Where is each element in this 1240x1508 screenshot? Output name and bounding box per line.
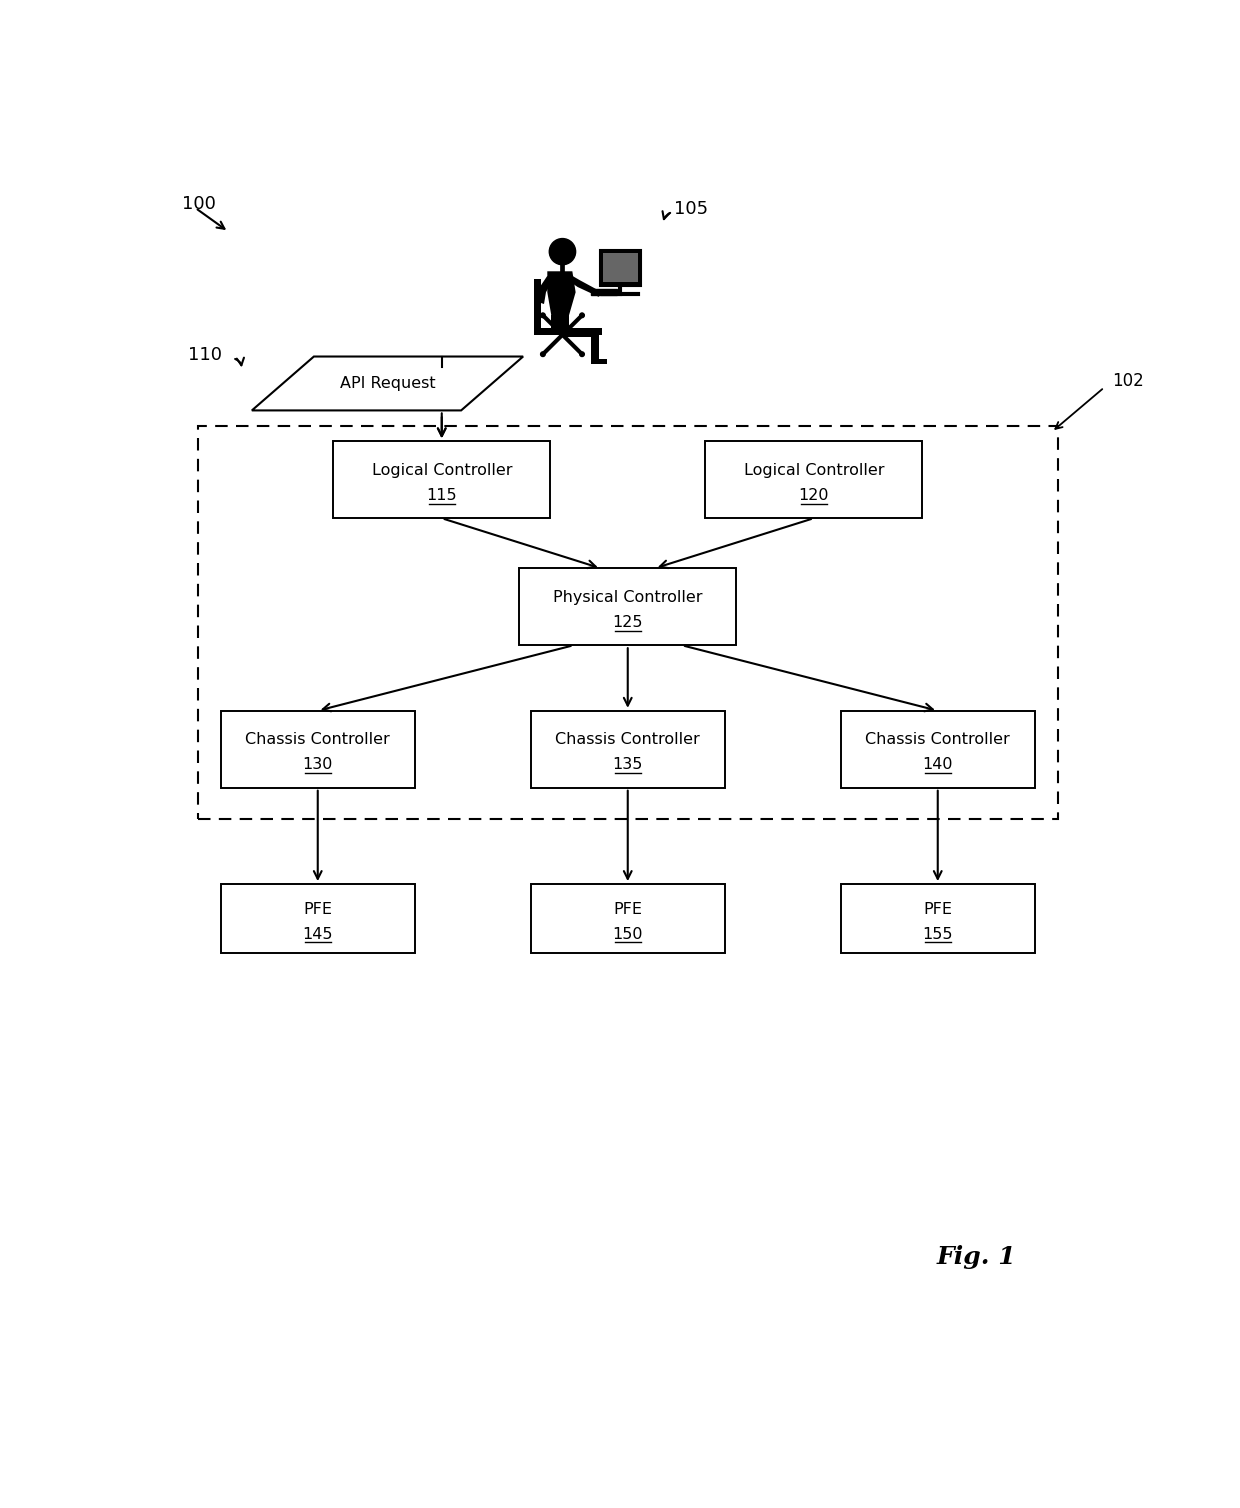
Polygon shape xyxy=(590,336,599,360)
Text: 145: 145 xyxy=(303,926,334,941)
FancyBboxPatch shape xyxy=(531,884,724,953)
FancyBboxPatch shape xyxy=(221,884,414,953)
Text: Chassis Controller: Chassis Controller xyxy=(866,733,1011,748)
Text: PFE: PFE xyxy=(614,902,642,917)
Text: 115: 115 xyxy=(427,487,458,502)
Polygon shape xyxy=(570,276,601,297)
Text: Fig. 1: Fig. 1 xyxy=(936,1246,1017,1270)
Text: 105: 105 xyxy=(675,199,708,217)
Text: 140: 140 xyxy=(923,757,954,772)
Text: Chassis Controller: Chassis Controller xyxy=(246,733,391,748)
FancyBboxPatch shape xyxy=(600,250,641,285)
Polygon shape xyxy=(590,359,606,365)
Text: PFE: PFE xyxy=(304,902,332,917)
Text: Physical Controller: Physical Controller xyxy=(553,590,703,605)
Circle shape xyxy=(580,351,584,356)
Text: 110: 110 xyxy=(187,345,222,363)
Text: Logical Controller: Logical Controller xyxy=(744,463,884,478)
Polygon shape xyxy=(559,329,599,336)
FancyBboxPatch shape xyxy=(706,442,923,519)
FancyBboxPatch shape xyxy=(531,710,724,787)
Polygon shape xyxy=(534,279,541,335)
Circle shape xyxy=(580,314,584,318)
Circle shape xyxy=(541,351,546,356)
FancyBboxPatch shape xyxy=(604,253,637,282)
FancyBboxPatch shape xyxy=(841,884,1034,953)
Text: 130: 130 xyxy=(303,757,332,772)
Polygon shape xyxy=(552,315,569,329)
Text: PFE: PFE xyxy=(924,902,952,917)
Text: API Request: API Request xyxy=(340,375,435,391)
FancyBboxPatch shape xyxy=(841,710,1034,787)
Text: Logical Controller: Logical Controller xyxy=(372,463,512,478)
Text: 100: 100 xyxy=(182,195,216,213)
FancyBboxPatch shape xyxy=(221,710,414,787)
Circle shape xyxy=(541,314,546,318)
Text: 135: 135 xyxy=(613,757,642,772)
Polygon shape xyxy=(252,356,523,410)
Text: 155: 155 xyxy=(923,926,954,941)
Polygon shape xyxy=(538,276,553,305)
Text: Chassis Controller: Chassis Controller xyxy=(556,733,701,748)
FancyBboxPatch shape xyxy=(590,290,618,296)
FancyBboxPatch shape xyxy=(334,442,551,519)
Polygon shape xyxy=(547,271,575,315)
Circle shape xyxy=(549,238,575,265)
Text: 125: 125 xyxy=(613,615,644,630)
Text: 150: 150 xyxy=(613,926,644,941)
Text: 102: 102 xyxy=(1112,372,1143,391)
Polygon shape xyxy=(536,329,601,335)
Text: 120: 120 xyxy=(799,487,830,502)
FancyBboxPatch shape xyxy=(520,569,737,645)
